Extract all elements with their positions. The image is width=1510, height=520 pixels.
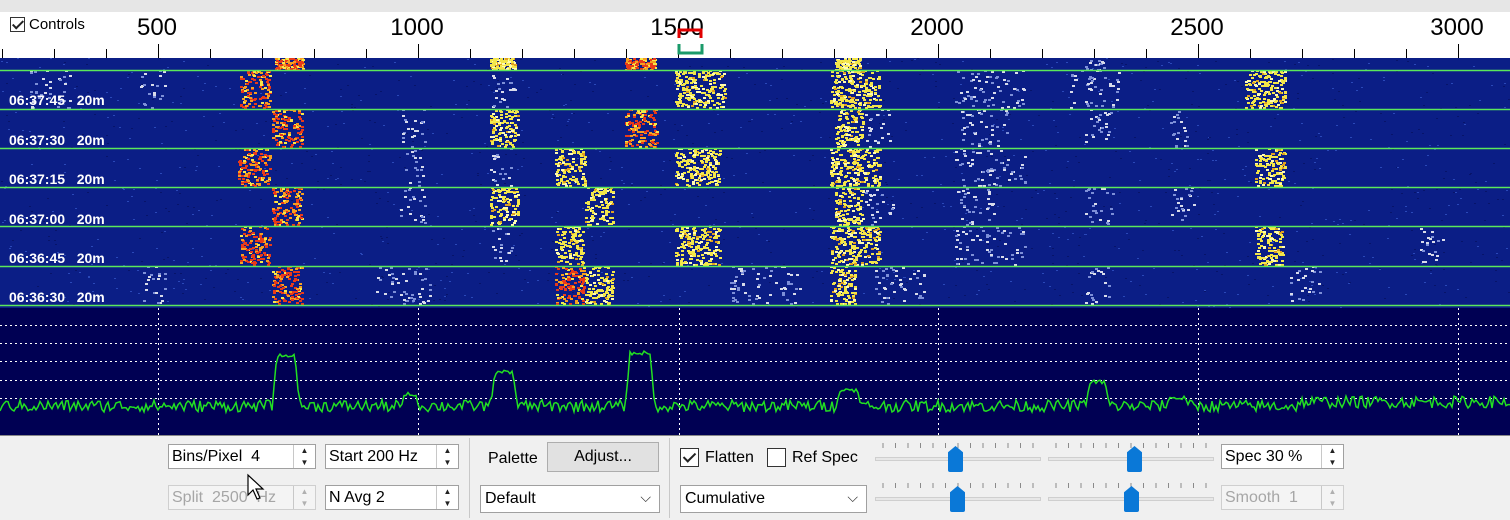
spin-up-icon[interactable]: ▲	[294, 445, 315, 457]
spin-down-icon[interactable]: ▼	[1322, 498, 1343, 510]
bins-per-pixel-value: Bins/Pixel 4	[172, 448, 260, 466]
spin-up-icon[interactable]: ▲	[437, 486, 458, 498]
slider-spectrum-gain[interactable]	[875, 480, 1041, 508]
slider-spectrum-zero[interactable]	[1048, 480, 1214, 508]
spectrum-mode-select[interactable]: Cumulative ⌵	[680, 485, 867, 513]
spin-up-icon[interactable]: ▲	[294, 486, 315, 498]
smooth-spinbox[interactable]: Smooth 1 ▲▼	[1221, 485, 1344, 510]
mouse-cursor-icon	[246, 473, 268, 503]
spinbox-arrows[interactable]: ▲▼	[293, 486, 315, 509]
palette-label: Palette	[488, 450, 538, 468]
frequency-ruler[interactable]: Controls 500 1000 1500 2000 2500 3000	[0, 12, 1510, 58]
ref-spec-checkbox[interactable]: Ref Spec	[767, 448, 858, 467]
palette-select-value: Default	[485, 490, 536, 508]
ruler-label: 3000	[1430, 14, 1483, 42]
panel-divider	[469, 438, 470, 518]
waterfall-time-label: 06:37:15 20m	[9, 171, 105, 187]
waterfall-time-label: 06:36:45 20m	[9, 250, 105, 266]
spinbox-arrows[interactable]: ▲▼	[293, 445, 315, 468]
waterfall-display[interactable]: 06:37:45 20m 06:37:30 20m 06:37:15 20m 0…	[0, 58, 1510, 308]
slider-thumb[interactable]	[1127, 446, 1142, 472]
ruler-ticks	[0, 12, 1510, 58]
chevron-down-icon: ⌵	[640, 489, 651, 506]
flatten-label: Flatten	[705, 449, 754, 467]
flatten-checkbox[interactable]: Flatten	[680, 448, 754, 467]
spin-up-icon[interactable]: ▲	[1322, 445, 1343, 457]
waterfall-time-label: 06:37:30 20m	[9, 132, 105, 148]
slider-waterfall-zero[interactable]	[1048, 440, 1214, 468]
controls-checkbox-label: Controls	[29, 16, 85, 33]
panel-divider	[669, 438, 670, 518]
start-freq-value: Start 200 Hz	[329, 448, 418, 466]
slider-thumb[interactable]	[948, 446, 963, 472]
spec-percent-spinbox[interactable]: Spec 30 % ▲▼	[1221, 444, 1344, 469]
ref-spec-checkbox-box[interactable]	[767, 448, 786, 467]
ruler-label: 2000	[910, 14, 963, 42]
spin-down-icon[interactable]: ▼	[437, 457, 458, 469]
waterfall-time-label: 06:37:00 20m	[9, 211, 105, 227]
slider-thumb[interactable]	[1124, 486, 1139, 512]
waterfall-time-label: 06:36:30 20m	[9, 289, 105, 305]
controls-checkbox[interactable]: Controls	[10, 16, 85, 33]
adjust-button[interactable]: Adjust...	[547, 442, 659, 472]
spin-up-icon[interactable]: ▲	[437, 445, 458, 457]
n-avg-value: N Avg 2	[329, 489, 385, 507]
bins-per-pixel-spinbox[interactable]: Bins/Pixel 4 ▲▼	[168, 444, 316, 469]
chevron-down-icon: ⌵	[847, 489, 858, 506]
start-freq-spinbox[interactable]: Start 200 Hz ▲▼	[325, 444, 459, 469]
waterfall-signals	[0, 58, 1510, 308]
flatten-checkbox-box[interactable]	[680, 448, 699, 467]
spectrum-mode-value: Cumulative	[685, 490, 765, 508]
slider-ticks	[1048, 443, 1214, 449]
slider-waterfall-gain[interactable]	[875, 440, 1041, 468]
spin-down-icon[interactable]: ▼	[294, 498, 315, 510]
ref-spec-label: Ref Spec	[792, 449, 858, 467]
spin-up-icon[interactable]: ▲	[1322, 486, 1343, 498]
ruler-label: 500	[137, 14, 177, 42]
spin-down-icon[interactable]: ▼	[1322, 457, 1343, 469]
smooth-value: Smooth 1	[1225, 489, 1298, 507]
spinbox-arrows[interactable]: ▲▼	[1321, 445, 1343, 468]
spinbox-arrows[interactable]: ▲▼	[436, 445, 458, 468]
split-freq-spinbox[interactable]: Split 2500 Hz ▲▼	[168, 485, 316, 510]
n-avg-spinbox[interactable]: N Avg 2 ▲▼	[325, 485, 459, 510]
palette-select[interactable]: Default ⌵	[480, 485, 660, 513]
spectrum-line	[0, 351, 1510, 412]
spinbox-arrows[interactable]: ▲▼	[1321, 486, 1343, 509]
spin-down-icon[interactable]: ▼	[294, 457, 315, 469]
ruler-label: 2500	[1170, 14, 1223, 42]
controls-checkbox-box[interactable]	[10, 17, 25, 32]
spec-percent-value: Spec 30 %	[1225, 448, 1302, 466]
spinbox-arrows[interactable]: ▲▼	[436, 486, 458, 509]
waterfall-time-label: 06:37:45 20m	[9, 92, 105, 108]
tx-rx-marker-icon[interactable]	[676, 28, 706, 56]
spectrum-display[interactable]	[0, 308, 1510, 435]
ruler-label: 1000	[390, 14, 443, 42]
slider-thumb[interactable]	[950, 486, 965, 512]
control-panel: Bins/Pixel 4 ▲▼ Start 200 Hz ▲▼ Split 25…	[0, 435, 1510, 520]
spectrum-trace	[0, 308, 1510, 435]
spin-down-icon[interactable]: ▼	[437, 498, 458, 510]
